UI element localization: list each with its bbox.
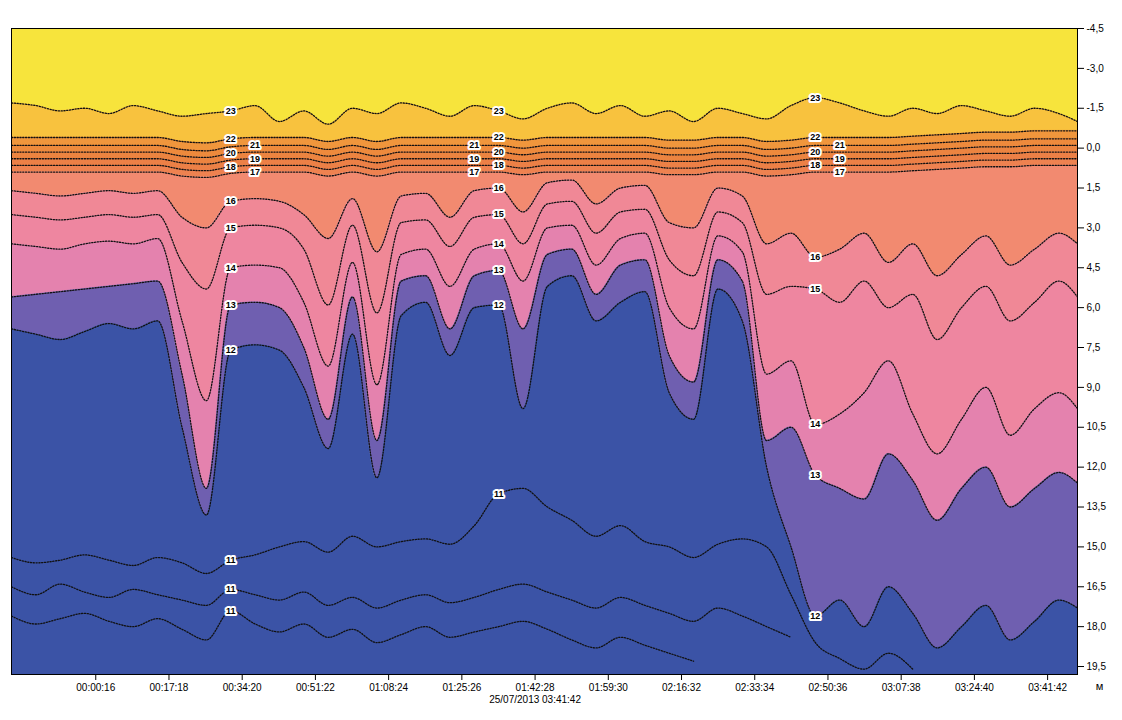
svg-text:18,0: 18,0 [1087, 621, 1107, 632]
svg-text:11: 11 [226, 555, 236, 565]
svg-text:02:33:34: 02:33:34 [735, 682, 774, 693]
svg-text:01:25:26: 01:25:26 [442, 682, 481, 693]
svg-text:17: 17 [835, 167, 845, 177]
svg-text:9,0: 9,0 [1087, 382, 1101, 393]
svg-text:12: 12 [810, 611, 820, 621]
svg-text:03:07:38: 03:07:38 [882, 682, 921, 693]
svg-text:22: 22 [494, 132, 504, 142]
svg-text:01:42:28: 01:42:28 [516, 682, 555, 693]
svg-text:4,5: 4,5 [1087, 262, 1101, 273]
svg-text:0,0: 0,0 [1087, 142, 1101, 153]
svg-text:17: 17 [469, 167, 479, 177]
svg-text:23: 23 [494, 106, 504, 116]
svg-text:01:08:24: 01:08:24 [369, 682, 408, 693]
svg-text:17: 17 [250, 167, 260, 177]
svg-text:6,0: 6,0 [1087, 302, 1101, 313]
svg-text:14: 14 [494, 239, 504, 249]
svg-text:15: 15 [810, 284, 820, 294]
svg-text:18: 18 [226, 162, 236, 172]
svg-text:19: 19 [250, 154, 260, 164]
svg-text:18: 18 [810, 160, 820, 170]
svg-text:м: м [1096, 680, 1104, 692]
svg-text:20: 20 [810, 147, 820, 157]
svg-text:22: 22 [226, 134, 236, 144]
svg-text:03:41:42: 03:41:42 [1028, 682, 1067, 693]
svg-text:1,5: 1,5 [1087, 182, 1101, 193]
svg-text:02:50:36: 02:50:36 [808, 682, 847, 693]
svg-text:23: 23 [810, 92, 820, 102]
svg-text:19: 19 [835, 154, 845, 164]
svg-text:10,5: 10,5 [1087, 421, 1107, 432]
svg-text:00:51:22: 00:51:22 [296, 682, 335, 693]
svg-text:16: 16 [810, 252, 820, 262]
svg-text:19,5: 19,5 [1087, 661, 1107, 672]
svg-text:23: 23 [226, 106, 236, 116]
svg-text:-1,5: -1,5 [1087, 102, 1105, 113]
svg-text:03:24:40: 03:24:40 [955, 682, 994, 693]
svg-text:13: 13 [494, 265, 504, 275]
svg-text:12: 12 [494, 300, 504, 310]
svg-text:01:59:30: 01:59:30 [589, 682, 628, 693]
svg-text:12: 12 [226, 345, 236, 355]
svg-text:21: 21 [835, 140, 845, 150]
svg-text:20: 20 [226, 148, 236, 158]
svg-text:15: 15 [494, 209, 504, 219]
svg-text:25/07/2013 03:41:42: 25/07/2013 03:41:42 [489, 694, 581, 705]
svg-text:16: 16 [494, 183, 504, 193]
svg-text:13: 13 [226, 300, 236, 310]
svg-text:19: 19 [469, 154, 479, 164]
svg-text:00:00:16: 00:00:16 [76, 682, 115, 693]
svg-text:21: 21 [469, 140, 479, 150]
svg-text:02:16:32: 02:16:32 [662, 682, 701, 693]
svg-text:11: 11 [226, 584, 236, 594]
svg-text:00:34:20: 00:34:20 [223, 682, 262, 693]
svg-text:-3,0: -3,0 [1087, 63, 1105, 74]
svg-text:22: 22 [810, 132, 820, 142]
svg-text:15,0: 15,0 [1087, 541, 1107, 552]
svg-text:20: 20 [494, 147, 504, 157]
svg-text:11: 11 [494, 489, 504, 499]
svg-text:18: 18 [494, 160, 504, 170]
svg-text:12,0: 12,0 [1087, 461, 1107, 472]
svg-text:14: 14 [810, 419, 820, 429]
svg-text:14: 14 [226, 263, 236, 273]
svg-text:7,5: 7,5 [1087, 342, 1101, 353]
svg-text:-4,5: -4,5 [1087, 23, 1105, 34]
svg-text:00:17:18: 00:17:18 [150, 682, 189, 693]
svg-text:21: 21 [250, 140, 260, 150]
svg-text:16,5: 16,5 [1087, 581, 1107, 592]
svg-text:15: 15 [226, 223, 236, 233]
svg-text:16: 16 [226, 196, 236, 206]
svg-text:13,5: 13,5 [1087, 501, 1107, 512]
svg-text:11: 11 [226, 606, 236, 616]
svg-text:13: 13 [810, 470, 820, 480]
svg-text:3,0: 3,0 [1087, 222, 1101, 233]
